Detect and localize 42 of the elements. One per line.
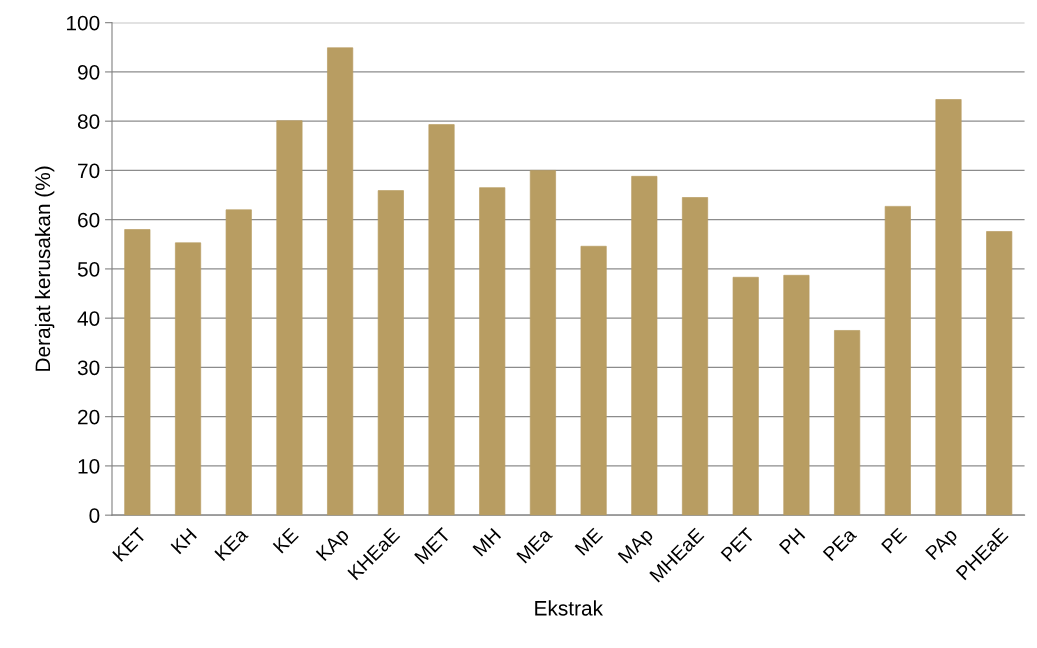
y-tick-label: 40 <box>77 311 100 326</box>
y-tick-label: 50 <box>77 261 100 277</box>
x-tick-label: MEa <box>516 526 554 564</box>
bar <box>580 245 607 516</box>
bar <box>732 276 759 516</box>
bar <box>479 187 506 516</box>
bar <box>682 197 709 516</box>
bar <box>884 206 911 516</box>
y-tick-label: 100 <box>67 15 100 31</box>
y-tick-label: 0 <box>89 508 100 523</box>
y-tick-label: 70 <box>78 163 100 179</box>
bar <box>834 330 861 516</box>
y-tick-label: 80 <box>77 114 100 129</box>
bar <box>783 274 810 516</box>
bar <box>377 190 404 516</box>
x-tick-label: KH <box>170 527 197 555</box>
x-axis-title: Ekstrak <box>535 600 604 616</box>
bar <box>175 242 202 516</box>
x-tick-label: PH <box>778 527 806 555</box>
bar <box>225 209 252 516</box>
bar <box>631 175 658 516</box>
x-tick-label: PEa <box>822 526 858 562</box>
x-tick-label: KE <box>272 527 299 554</box>
x-tick-label: PE <box>881 527 908 554</box>
x-tick-label: ME <box>574 527 603 556</box>
y-tick-label: 90 <box>78 64 100 80</box>
x-tick-label: MH <box>472 527 502 557</box>
bar <box>327 47 354 516</box>
y-tick-label: 20 <box>78 409 100 425</box>
x-tick-label: KAp <box>315 527 353 564</box>
x-tick-label: PAp <box>925 527 961 563</box>
bar <box>276 120 303 516</box>
y-tick-label: 10 <box>78 458 100 474</box>
bar <box>935 99 962 516</box>
y-axis-title: Derajat kerusakan (%) <box>34 166 55 371</box>
bar <box>428 124 455 516</box>
y-tick-label: 60 <box>78 212 100 228</box>
bar <box>986 231 1013 516</box>
bar <box>529 170 556 516</box>
x-tick-label: KEa <box>214 526 249 562</box>
y-tick-label: 30 <box>77 360 100 376</box>
bar <box>124 229 151 516</box>
